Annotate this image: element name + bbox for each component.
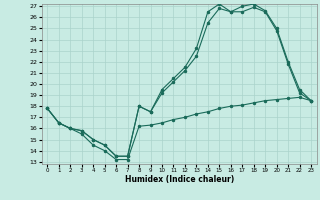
X-axis label: Humidex (Indice chaleur): Humidex (Indice chaleur) [124, 175, 234, 184]
